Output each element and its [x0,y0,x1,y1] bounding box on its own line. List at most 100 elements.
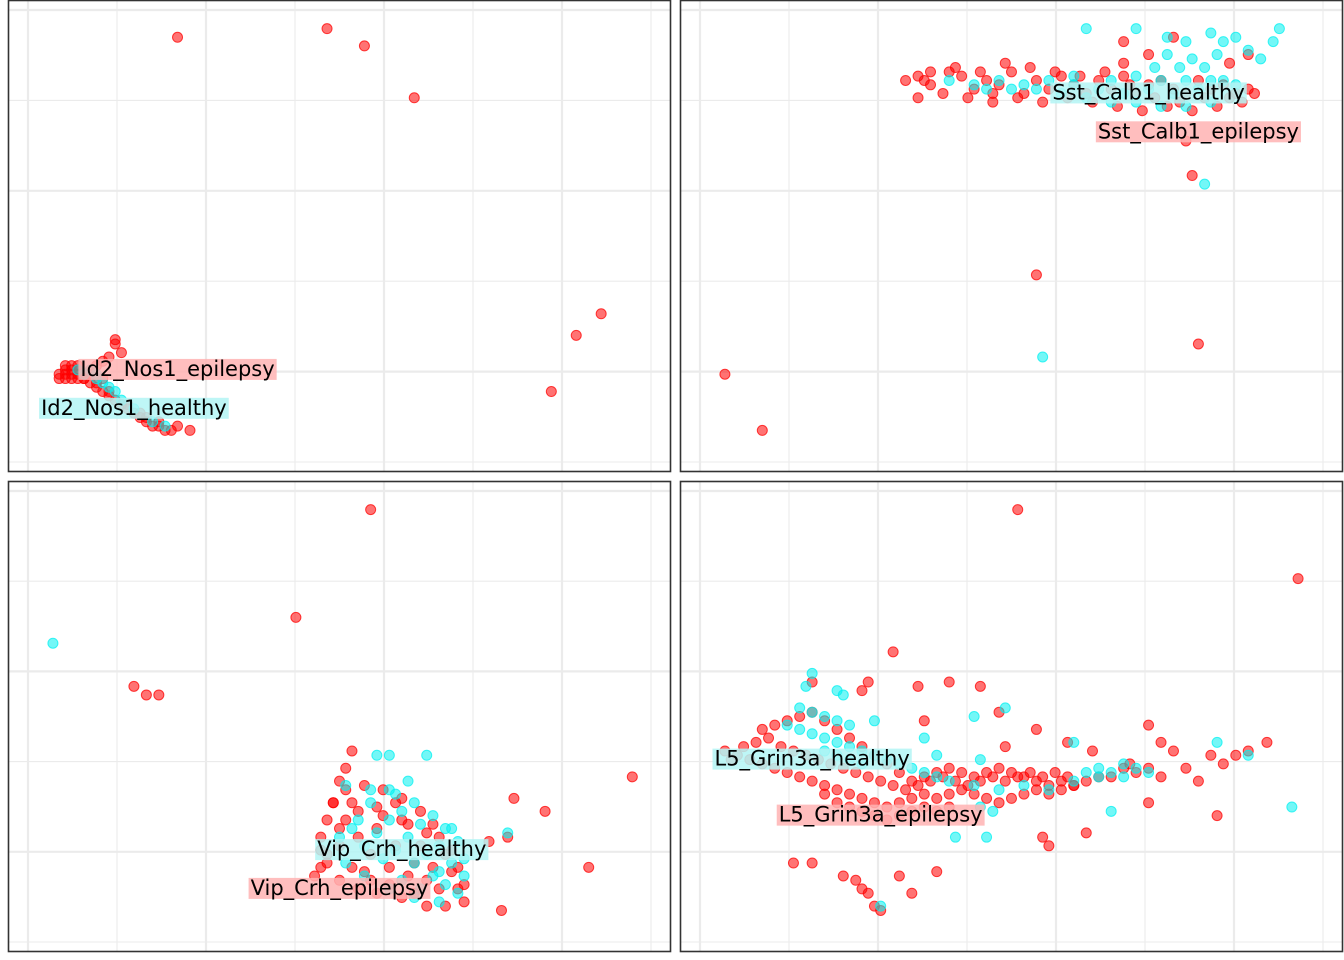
point-epilepsy [508,792,520,804]
cluster-label-epilepsy: Vip_Crh_epilepsy [248,876,431,901]
point-epilepsy [931,866,943,878]
panel-border [679,0,1344,473]
point-healthy [1130,70,1142,82]
point-epilepsy [1143,49,1155,61]
point-epilepsy [999,775,1011,787]
point-healthy [446,823,458,835]
point-epilepsy [862,887,874,899]
point-healthy [383,749,395,761]
cluster-label-healthy: Id2_Nos1_healthy [39,396,229,421]
point-healthy [1105,805,1117,817]
point-epilepsy [1155,771,1167,783]
point-healthy [794,702,806,714]
point-epilepsy [943,788,955,800]
point-healthy [1199,178,1211,190]
cluster-label-text: Id2_Nos1_epilepsy [80,357,274,382]
point-epilepsy [893,870,905,882]
point-healthy [806,728,818,740]
point-healthy [1118,758,1130,770]
cluster-label-text: Vip_Crh_healthy [317,837,486,862]
point-epilepsy [756,723,768,735]
point-healthy [414,818,426,830]
point-epilepsy [769,719,781,731]
point-epilepsy [1006,792,1017,804]
panel-bottom-right: L5_Grin3a_healthy L5_Grin3a_epilepsy [679,480,1344,953]
point-healthy [987,805,999,817]
point-healthy [974,754,986,766]
point-healthy [439,879,451,891]
point-healthy [1205,27,1217,39]
point-healthy [371,827,383,839]
point-healthy [1130,762,1142,774]
point-healthy [1242,749,1254,761]
point-epilepsy [290,611,302,623]
point-healthy [365,784,377,796]
point-epilepsy [358,40,370,52]
point-epilepsy [1118,70,1130,82]
point-epilepsy [1099,66,1111,78]
point-healthy [918,732,930,744]
point-healthy [1068,70,1080,82]
point-epilepsy [1230,749,1242,761]
point-epilepsy [53,368,65,380]
cluster-label-epilepsy: L5_Grin3a_epilepsy [776,803,985,828]
point-healthy [1180,36,1192,48]
point-epilepsy [1186,170,1198,182]
point-healthy [1030,83,1042,95]
point-epilepsy [981,767,993,779]
point-healthy [918,767,930,779]
point-healthy [800,680,812,692]
point-epilepsy [1118,36,1130,48]
point-healthy [1273,23,1285,35]
point-epilepsy [1024,62,1036,74]
point-epilepsy [1136,105,1148,117]
point-epilepsy [837,870,849,882]
point-healthy [1018,79,1030,91]
point-healthy [1161,49,1173,61]
panel-top-right: Sst_Calb1_healthy Sst_Calb1_epilepsy [679,0,1344,473]
point-epilepsy [1205,749,1217,761]
point-epilepsy [806,775,818,787]
cluster-label-background [39,397,229,419]
point-healthy [352,814,364,826]
cluster-label-epilepsy: Sst_Calb1_epilepsy [1095,119,1301,144]
point-healthy [794,723,806,735]
point-healthy [981,831,993,843]
point-healthy [47,637,59,649]
point-epilepsy [346,797,358,809]
cluster-label-epilepsy: Id2_Nos1_epilepsy [78,357,277,382]
point-healthy [1149,62,1161,74]
cluster-label-healthy: Sst_Calb1_healthy [1050,80,1247,105]
panel-background [680,481,1343,952]
cluster-label-background [78,358,277,380]
point-epilepsy [327,797,339,809]
point-epilepsy [750,736,762,748]
point-healthy [346,823,358,835]
point-epilepsy [1030,775,1042,787]
point-epilepsy [1006,66,1017,78]
cluster-label-background [1050,82,1247,104]
point-epilepsy [937,87,949,99]
point-healthy [943,74,955,86]
point-epilepsy [1012,92,1024,104]
point-epilepsy [981,792,993,804]
point-epilepsy [906,792,918,804]
point-healthy [1186,53,1198,65]
point-epilepsy [1030,269,1042,281]
point-healthy [452,887,464,899]
point-healthy [1211,49,1223,61]
point-epilepsy [862,771,874,783]
point-healthy [868,715,880,727]
point-healthy [1037,351,1049,363]
point-healthy [1043,784,1055,796]
cluster-label-text: Sst_Calb1_healthy [1052,80,1244,105]
point-healthy [1286,801,1298,813]
gridlines [8,0,671,472]
point-epilepsy [844,788,856,800]
point-healthy [1217,36,1229,48]
point-epilepsy [340,814,352,826]
point-epilepsy [819,788,831,800]
point-epilepsy [184,424,196,436]
point-epilepsy [925,66,937,78]
point-epilepsy [831,784,843,796]
